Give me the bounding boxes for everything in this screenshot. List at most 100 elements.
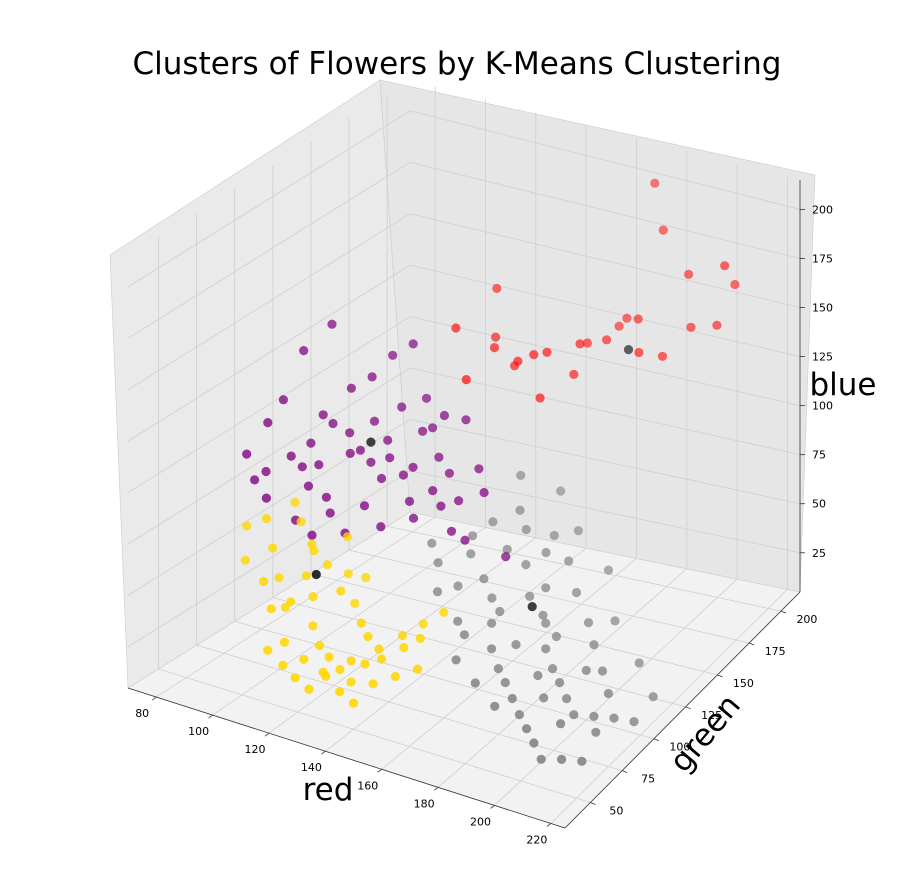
data-point <box>335 687 345 697</box>
data-point <box>346 656 356 666</box>
data-point <box>308 592 318 602</box>
data-point <box>240 555 250 565</box>
x-tick-mark <box>433 787 439 791</box>
data-point <box>575 339 585 349</box>
data-point <box>397 402 407 412</box>
y-tick-label: 150 <box>733 677 754 690</box>
data-point <box>350 598 360 609</box>
data-point <box>468 531 478 541</box>
data-point <box>360 659 370 669</box>
y-tick-label: 75 <box>641 773 655 786</box>
x-tick-mark <box>546 823 552 827</box>
z-grid-line <box>409 213 801 308</box>
x-grid-line <box>155 516 436 698</box>
data-point <box>609 713 619 723</box>
data-point <box>573 526 584 536</box>
data-point <box>345 428 355 438</box>
z-grid-line <box>127 470 411 648</box>
data-point <box>421 393 432 403</box>
data-point <box>487 644 497 654</box>
data-point <box>301 571 311 581</box>
y-tick-mark <box>590 802 596 805</box>
data-point <box>346 383 356 393</box>
y-grid-line <box>234 621 655 740</box>
axis-lines <box>127 180 801 829</box>
x-axis-line <box>127 687 566 829</box>
z-grid-line <box>409 110 801 210</box>
data-point <box>513 356 523 366</box>
data-point <box>408 513 419 523</box>
data-point <box>549 530 559 541</box>
data-point <box>383 435 393 445</box>
z-tick-label: 50 <box>812 498 826 511</box>
z-ticks: 25 50 75 100 125 150 175 200 <box>800 203 833 560</box>
grid-lines <box>127 86 801 824</box>
data-point <box>324 652 334 662</box>
data-point <box>539 693 549 703</box>
data-point <box>369 416 380 426</box>
data-point <box>242 521 252 531</box>
data-point <box>466 549 476 559</box>
y-grid-line <box>387 525 782 612</box>
data-point <box>345 448 355 458</box>
data-point <box>311 569 321 580</box>
data-point <box>551 631 562 642</box>
y-tick-mark <box>685 706 691 710</box>
y-tick-mark <box>622 770 628 773</box>
data-point <box>562 694 572 704</box>
data-point <box>479 574 489 584</box>
data-point <box>250 475 260 485</box>
z-tick-label: 200 <box>812 203 833 216</box>
data-point <box>314 640 325 651</box>
z-axis-label: blue <box>809 367 876 403</box>
data-point <box>533 670 543 681</box>
data-point <box>376 473 387 484</box>
data-point <box>398 470 408 480</box>
z-grid-line <box>127 367 411 545</box>
data-point <box>388 350 398 360</box>
data-point <box>261 466 271 477</box>
y-tick-label: 100 <box>669 741 690 754</box>
data-point <box>399 643 409 653</box>
data-point <box>361 572 371 583</box>
z-grid-line <box>409 161 801 259</box>
data-point <box>603 688 614 699</box>
data-point <box>336 586 346 596</box>
x-tick-label: 200 <box>470 815 491 828</box>
data-point <box>657 351 668 361</box>
data-point <box>556 719 566 729</box>
x-tick-mark <box>321 750 326 755</box>
data-point <box>439 410 449 421</box>
z-grid-line <box>127 213 411 391</box>
data-point <box>412 664 423 674</box>
data-point <box>304 684 314 694</box>
data-point <box>453 581 463 591</box>
data-point <box>428 423 438 433</box>
x-tick-mark <box>151 696 157 701</box>
y-grid-line <box>348 549 750 644</box>
data-point <box>274 573 284 583</box>
data-point <box>583 618 594 628</box>
data-point <box>444 468 454 478</box>
data-point <box>490 701 500 711</box>
data-point <box>356 618 366 628</box>
data-point <box>460 535 470 545</box>
data-point <box>418 426 428 436</box>
y-grid-line <box>310 573 718 676</box>
data-point <box>390 671 400 682</box>
y-tick-mark <box>653 738 660 742</box>
data-point <box>489 343 500 353</box>
data-point <box>321 671 331 681</box>
x-tick-label: 100 <box>188 725 209 738</box>
data-point <box>541 547 551 558</box>
x-axis-label: red <box>303 772 354 808</box>
data-point <box>514 710 525 720</box>
data-point <box>461 375 471 385</box>
data-point <box>491 332 501 342</box>
data-point <box>366 457 376 467</box>
data-point <box>328 418 338 429</box>
data-point <box>555 678 565 688</box>
data-point <box>318 410 328 420</box>
data-point <box>633 314 643 324</box>
y-tick-label: 175 <box>765 645 786 658</box>
